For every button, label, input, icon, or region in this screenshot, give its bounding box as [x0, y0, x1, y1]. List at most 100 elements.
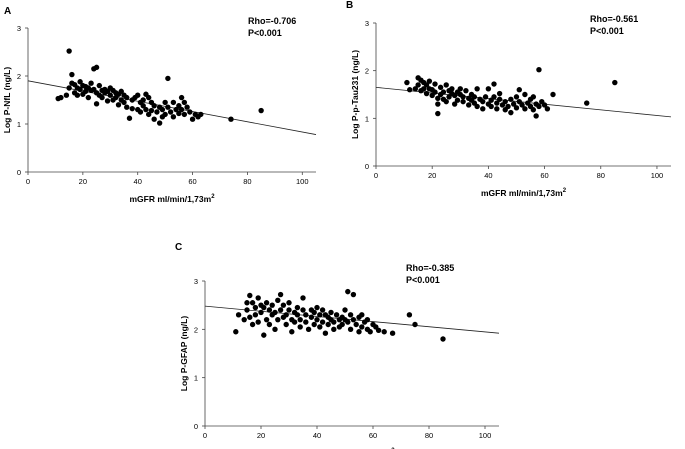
panel-a-data-point — [93, 101, 100, 107]
panel-c-data-point — [286, 307, 292, 313]
panel-b-data-point — [612, 79, 618, 86]
panel-b-data-point — [412, 86, 419, 92]
panel-b-data-point — [457, 86, 463, 92]
panel-a-x-tick-label: 100 — [296, 177, 309, 186]
panel-c-data-point — [233, 329, 239, 335]
panel-a-data-point — [104, 98, 111, 104]
panel-c-data-point — [252, 304, 259, 311]
panel-a-data-point — [184, 104, 190, 110]
panel-a-data-point — [140, 103, 146, 109]
panel-a-data-point — [96, 82, 103, 89]
panel-b-data-point — [522, 91, 528, 98]
panel-c-data-point — [345, 288, 351, 295]
panel-c-data-point — [305, 326, 312, 333]
panel-b-y-tick-label: 3 — [365, 19, 369, 28]
panel-b-data-point — [404, 79, 410, 86]
panel-c-x-tick-label: 80 — [425, 431, 433, 440]
panel-c-data-point — [277, 307, 284, 313]
panel-c-data-point — [359, 312, 365, 318]
panel-c-data-point — [319, 307, 326, 313]
panel-c-x-tick-label: 0 — [203, 431, 207, 440]
panel-c-data-point — [325, 321, 331, 328]
panel-b-data-point — [443, 82, 449, 88]
panel-c-data-point — [322, 330, 329, 336]
panel-c-x-tick-label: 40 — [313, 431, 321, 440]
panel-c-data-point — [311, 309, 317, 316]
panel-b-data-point — [508, 109, 514, 116]
panel-a-data-point — [151, 116, 157, 122]
panel-b-x-tick-label: 60 — [540, 171, 548, 180]
panel-a-y-tick-label: 0 — [17, 168, 21, 177]
panel-a-data-point — [145, 111, 152, 118]
panel-c-data-point — [314, 316, 320, 323]
panel-c-data-point — [314, 304, 320, 311]
panel-c-data-point — [303, 312, 309, 318]
panel-b-data-point — [454, 97, 461, 103]
panel-b-data-point — [496, 90, 503, 97]
panel-c-x-tick-label: 100 — [479, 431, 492, 440]
panel-c-y-tick-label: 3 — [194, 277, 198, 286]
panel-b-data-point — [474, 86, 480, 92]
panel-c-data-point — [333, 312, 340, 318]
panel-a-data-point — [66, 48, 72, 54]
panel-a-data-point — [167, 109, 174, 115]
panel-b-data-point — [494, 106, 500, 112]
panel-b-data-point — [480, 98, 486, 105]
panel-b-data-point — [449, 86, 455, 92]
panel-a-x-axis-title-main: mGFR ml/min/1,73m — [129, 194, 211, 204]
panel-a-data-point — [115, 102, 122, 108]
panel-a-data-point — [151, 103, 157, 109]
panel-b-data-point — [423, 90, 430, 97]
panel-a-data-point — [85, 94, 92, 101]
panel-c-data-point — [272, 309, 278, 316]
panel-b-data-point — [544, 106, 551, 112]
panel-b-y-axis-title: Log P-p-Tau231 (ng/L) — [350, 50, 360, 139]
panel-a-data-point — [181, 99, 188, 106]
panel-c-data-point — [244, 307, 250, 313]
panel-b-data-point — [426, 78, 433, 84]
panel-b-data-point — [480, 106, 486, 112]
panel-a-data-point — [159, 106, 166, 113]
panel-a-data-point — [165, 75, 171, 82]
panel-c-data-point — [255, 295, 261, 301]
panel-a-data-point — [162, 111, 168, 118]
panel-a-x-axis-title-sup: 2 — [211, 194, 215, 200]
panel-a-data-point — [77, 79, 83, 85]
panel-c-data-point — [249, 321, 256, 328]
panel-c-data-point — [317, 324, 323, 330]
panel-a-x-tick-label: 80 — [243, 177, 251, 186]
panel-c-data-point — [272, 326, 278, 333]
panel-c-data-point — [297, 324, 303, 330]
panel-b-data-point — [471, 94, 478, 100]
panel-a-rho-label: Rho=-0.706 — [248, 16, 296, 26]
panel-c-data-point — [303, 319, 309, 325]
panel-c-data-point — [266, 321, 273, 328]
panel-c-data-point — [275, 297, 281, 304]
panel-a-data-point — [135, 92, 141, 98]
panel-c-data-point — [350, 291, 357, 298]
panel-c-data-point — [294, 304, 301, 311]
panel-b-data-point — [443, 98, 449, 105]
panel-a-data-point — [228, 116, 234, 122]
panel-b-data-point — [432, 81, 438, 87]
panel-c-data-point — [283, 312, 289, 318]
panel-c-y-tick-label: 1 — [194, 374, 198, 383]
panel-a-data-point — [176, 110, 182, 117]
panel-c-data-point — [247, 314, 253, 320]
panel-b-data-point — [508, 96, 514, 102]
panel-b-data-point — [494, 100, 500, 106]
panel-c-data-point — [247, 292, 253, 299]
panel-c-data-point — [311, 321, 317, 328]
panel-c-data-point — [289, 329, 295, 335]
panel-a-data-point — [165, 104, 171, 110]
panel-b-data-point — [435, 95, 441, 102]
panel-a-data-point — [124, 104, 130, 110]
panel-b-data-point — [482, 94, 489, 100]
panel-a-letter: A — [4, 6, 11, 17]
panel-a-data-point — [178, 106, 185, 113]
panel-c-data-point — [339, 321, 345, 328]
panel-c-data-point — [350, 316, 357, 323]
panel-b-data-point — [407, 87, 413, 93]
panel-b-data-point — [584, 100, 590, 106]
